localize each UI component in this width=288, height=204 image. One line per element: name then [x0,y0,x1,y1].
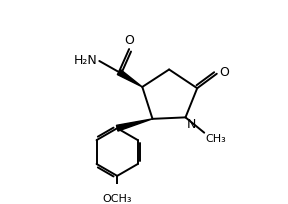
Text: H₂N: H₂N [74,54,98,67]
Text: CH₃: CH₃ [206,134,226,144]
Text: N: N [186,118,196,131]
Text: OCH₃: OCH₃ [103,194,132,204]
Text: O: O [219,66,229,79]
Text: O: O [125,33,134,47]
Polygon shape [116,119,153,131]
Polygon shape [117,70,142,87]
